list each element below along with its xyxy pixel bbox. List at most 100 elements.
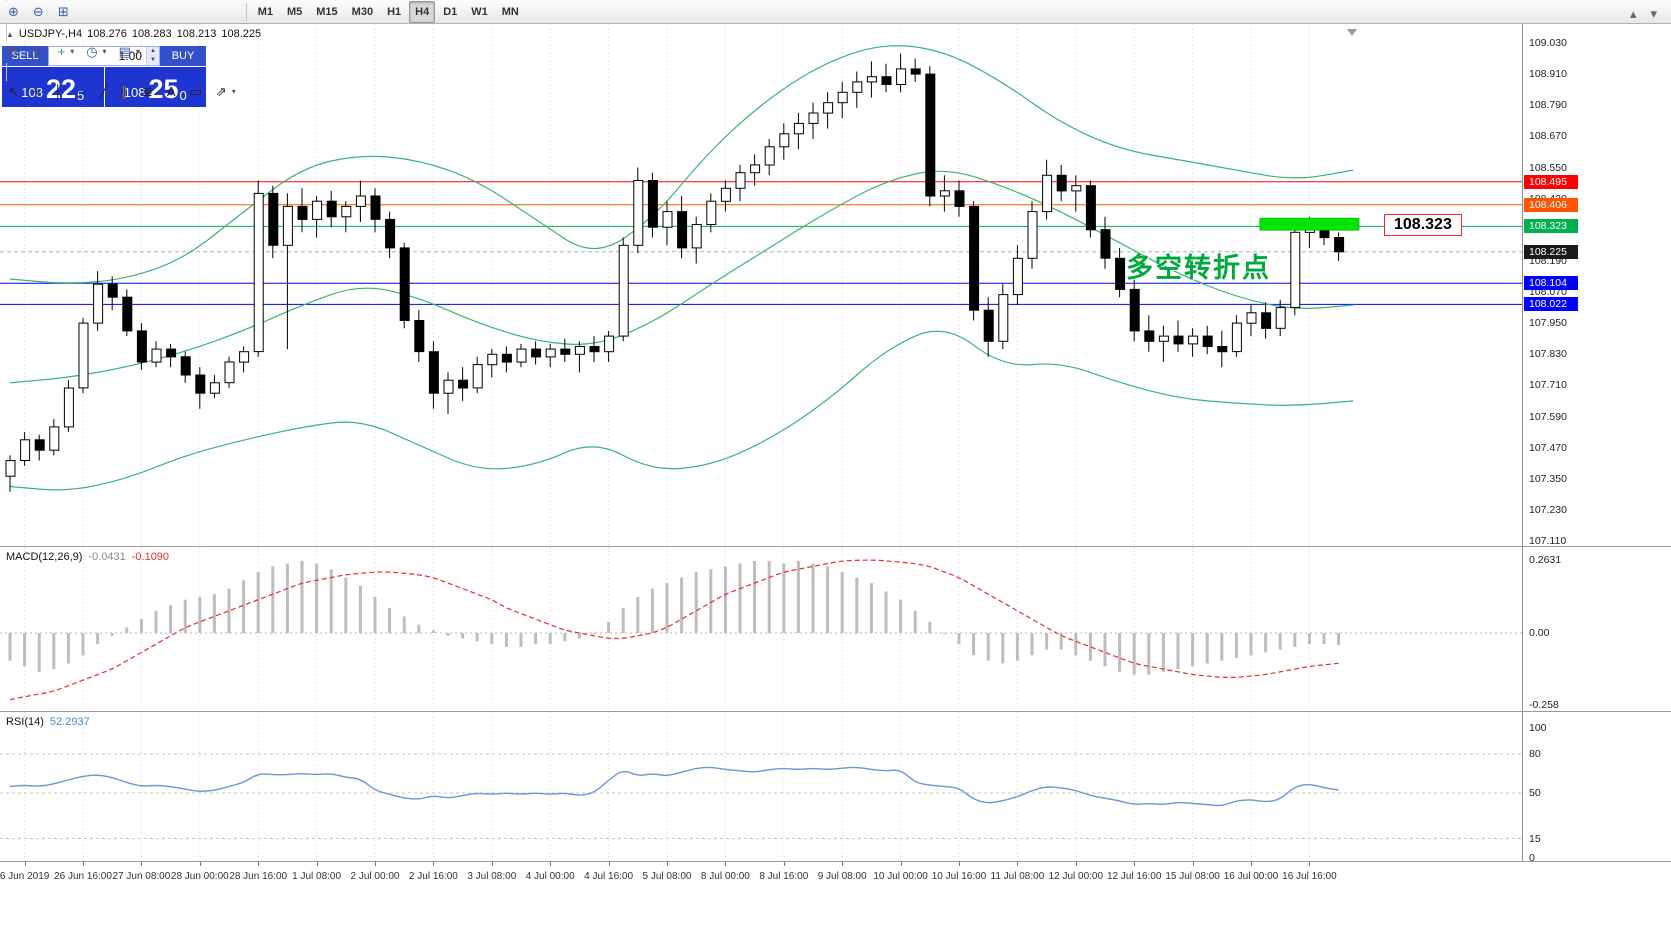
cursor-button[interactable]: ↖	[3, 81, 26, 103]
zoom-out-button[interactable]: ⊖	[28, 1, 51, 23]
collapse-panel-icon[interactable]: ▲	[6, 30, 14, 39]
indicators-button[interactable]: + ▾	[53, 41, 80, 63]
sell-price-button[interactable]: 108 22 5	[2, 67, 104, 107]
vertical-line-button[interactable]: │	[49, 81, 69, 103]
crosshair-button[interactable]: ⌖	[28, 81, 47, 103]
macd-header: MACD(12,26,9) -0.0431 -0.1090	[6, 551, 175, 563]
macd-bar	[373, 596, 377, 633]
arrows-shapes-icon: ⇗	[215, 84, 227, 99]
tile-windows-button[interactable]: ⊞	[53, 1, 76, 23]
macd-indicator-canvas[interactable]	[0, 547, 1522, 711]
time-tick	[725, 862, 727, 866]
timeframe-button-d1[interactable]: D1	[443, 5, 458, 18]
macd-bar	[344, 577, 348, 633]
periods-button[interactable]: ◷ ▾	[81, 41, 111, 63]
time-tick	[199, 862, 201, 866]
price-line-tag: 108.323	[1524, 219, 1578, 234]
macd-bar	[256, 572, 260, 633]
toolbar-button-groups: ▦新订单◆▣◉▶自动交易║▮∿⊕⊖⊞⧉◫+▾◷▾▤▾↖⌖│─╱∥≣A▭⇗▾	[2, 0, 242, 103]
scroll-up-button[interactable]: ▴	[1625, 2, 1644, 24]
macd-bar	[548, 633, 552, 645]
candle	[49, 426, 60, 451]
macd-bar	[315, 563, 319, 633]
timeframe-button-m30[interactable]: M30	[351, 5, 374, 18]
candle	[852, 81, 863, 93]
channel-button[interactable]: ∥	[116, 81, 135, 103]
candle	[662, 211, 673, 228]
volume-stepper[interactable]: 1.00 ▲ ▼	[48, 46, 160, 66]
label-button[interactable]: ▭	[184, 81, 208, 103]
macd-bar	[972, 633, 976, 656]
candle	[136, 330, 147, 363]
price-axis-label: 108.670	[1529, 130, 1567, 143]
templates-button[interactable]: ▤ ▾	[114, 41, 145, 63]
tile-vertical-button[interactable]: ◫	[26, 41, 50, 63]
macd-bar	[125, 627, 129, 633]
candle	[866, 76, 877, 83]
candle	[501, 353, 512, 363]
time-axis-label: 2 Jul 16:00	[408, 871, 458, 882]
price-axis[interactable]: 109.030108.910108.790108.670108.550108.4…	[1522, 24, 1671, 864]
time-axis-label: 1 Jul 08:00	[292, 871, 342, 882]
volume-value[interactable]: 1.00	[118, 49, 142, 63]
timeframe-button-w1[interactable]: W1	[471, 5, 488, 18]
scroll-down-button[interactable]: ▾	[1645, 2, 1664, 24]
timeframe-button-m1[interactable]: M1	[257, 5, 273, 18]
macd-axis-label: -0.258	[1529, 698, 1559, 711]
buy-price-button[interactable]: 108 25 0	[104, 67, 206, 107]
candle	[399, 247, 410, 321]
chart-shift-marker	[1347, 29, 1357, 36]
trendline-button[interactable]: ╱	[95, 81, 115, 103]
timeframe-button-m15[interactable]: M15	[316, 5, 338, 18]
sell-price-pips: 22	[45, 74, 76, 104]
timeframe-button-mn[interactable]: MN	[501, 5, 519, 18]
zoom-in-button[interactable]: ⊕	[3, 1, 26, 23]
candle	[1231, 322, 1242, 353]
timeframe-toolbar: M1 M5 M15 M30 H1 H4 D1 W1 MN	[251, 0, 526, 23]
volume-down-icon[interactable]: ▼	[147, 56, 159, 65]
macd-bar	[1234, 633, 1238, 658]
timeframe-button-h4[interactable]: H4	[409, 0, 436, 23]
candle	[239, 351, 250, 363]
buy-button[interactable]: BUY	[160, 46, 206, 66]
price-callout-label[interactable]: 108.323	[1384, 214, 1462, 236]
macd-bar	[607, 621, 611, 633]
highlight-rectangle	[1259, 217, 1360, 231]
price-axis-label: 108.910	[1529, 68, 1567, 81]
pane-separator[interactable]	[0, 546, 1671, 547]
candle	[735, 172, 746, 189]
price-line-tag: 108.104	[1524, 276, 1578, 291]
timeframe-button-h1[interactable]: H1	[387, 5, 402, 18]
fibonacci-button[interactable]: ≣	[137, 81, 160, 103]
time-axis-label: 12 Jul 16:00	[1106, 871, 1162, 882]
main-chart-canvas[interactable]	[0, 24, 1522, 546]
shapes-button[interactable]: ⇗ ▾	[211, 81, 241, 103]
macd-bar	[986, 633, 990, 661]
chevron-up-icon: ▴	[1629, 5, 1637, 21]
candle	[764, 146, 775, 166]
rsi-axis-label: 80	[1529, 748, 1541, 760]
candle	[34, 439, 45, 451]
macd-bar	[840, 572, 844, 633]
time-axis[interactable]: 6 Jun 2019 26 Jun 16:00 27 Jun 08:00 28 Jun…	[0, 862, 1522, 890]
pane-separator[interactable]	[0, 711, 1671, 712]
text-button[interactable]: A	[162, 81, 183, 103]
time-axis-label: 12 Jul 00:00	[1048, 871, 1104, 882]
chart-note-annotation[interactable]: 多空转折点	[1126, 253, 1271, 283]
volume-up-icon[interactable]: ▲	[147, 47, 159, 56]
macd-bar	[928, 621, 932, 633]
candle	[20, 439, 31, 461]
rsi-indicator-canvas[interactable]	[0, 712, 1522, 861]
sell-button[interactable]: SELL	[2, 46, 48, 66]
macd-bar	[665, 583, 669, 633]
price-axis-label: 107.950	[1529, 317, 1567, 330]
macd-bar	[694, 572, 698, 633]
macd-bar	[519, 633, 523, 647]
timeframe-button-m5[interactable]: M5	[286, 5, 303, 18]
candle	[516, 348, 527, 363]
cascade-windows-button[interactable]: ⧉	[3, 41, 24, 63]
horizontal-line-button[interactable]: ─	[71, 81, 92, 103]
candle	[706, 200, 717, 225]
pane-separator[interactable]	[0, 861, 1671, 862]
macd-bar	[431, 630, 435, 633]
